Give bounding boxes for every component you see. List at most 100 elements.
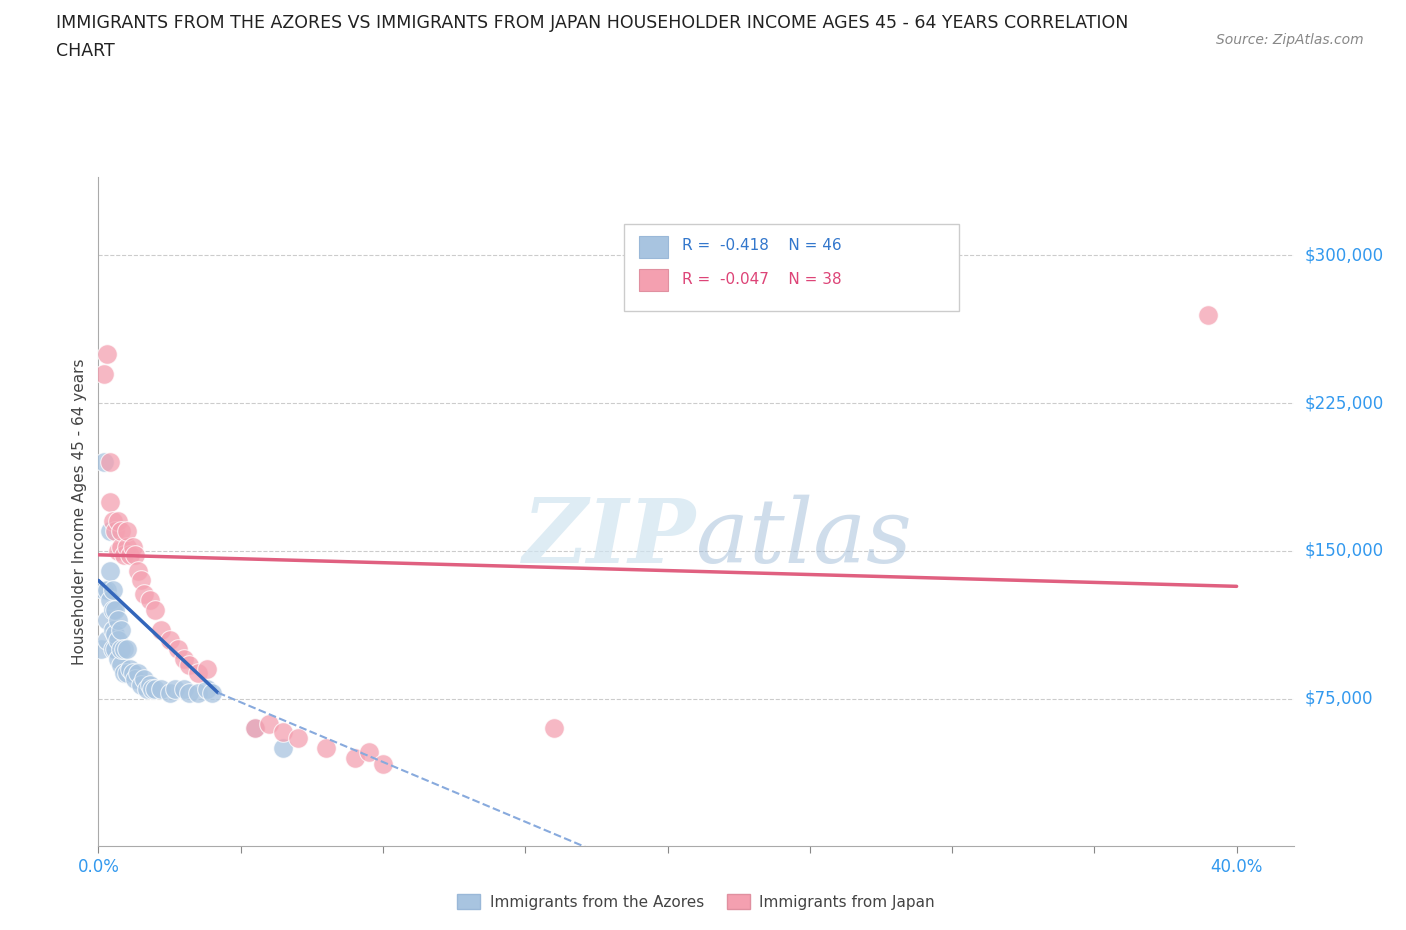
Point [115, 524, 138, 538]
Text: $150,000: $150,000 [1305, 542, 1384, 560]
Point [110, 539, 132, 554]
Point [101, 583, 124, 598]
Point [104, 524, 127, 538]
Point [118, 548, 141, 563]
Point [195, 661, 218, 676]
Point [273, 740, 295, 755]
Point [257, 717, 280, 732]
Point [90, 642, 112, 657]
Text: R =  -0.418    N = 46: R = -0.418 N = 46 [682, 238, 841, 253]
Point [138, 677, 160, 692]
Point [101, 642, 124, 657]
Point [135, 682, 157, 697]
Point [96, 347, 118, 362]
Text: ZIP: ZIP [523, 495, 696, 581]
Text: $225,000: $225,000 [1305, 394, 1384, 412]
Legend: Immigrants from the Azores, Immigrants from Japan: Immigrants from the Azores, Immigrants f… [451, 887, 941, 916]
Point [96, 583, 118, 598]
Point [115, 539, 138, 554]
Text: $300,000: $300,000 [1305, 246, 1384, 264]
Point [159, 685, 181, 700]
Point [129, 573, 152, 588]
Point [195, 682, 218, 697]
Point [115, 666, 138, 681]
Point [1197, 307, 1219, 322]
Point [173, 682, 195, 697]
Point [127, 564, 149, 578]
Point [112, 548, 135, 563]
Point [143, 682, 166, 697]
Point [107, 543, 129, 558]
Point [129, 677, 152, 692]
Point [110, 524, 132, 538]
Point [187, 666, 209, 681]
Bar [624, 223, 959, 311]
Point [121, 539, 143, 554]
Point [201, 685, 224, 700]
Point [96, 612, 118, 627]
Point [165, 682, 187, 697]
Point [124, 548, 146, 563]
Point [159, 632, 181, 647]
Point [179, 685, 201, 700]
Point [167, 642, 190, 657]
Text: $75,000: $75,000 [1305, 689, 1374, 708]
Point [315, 740, 337, 755]
Point [96, 632, 118, 647]
Point [243, 721, 266, 736]
Point [132, 587, 155, 602]
Point [141, 682, 163, 697]
Point [110, 622, 132, 637]
Point [150, 622, 173, 637]
Point [357, 744, 380, 759]
Point [107, 514, 129, 529]
Point [110, 658, 132, 672]
Point [110, 642, 132, 657]
Point [243, 721, 266, 736]
Point [343, 751, 366, 765]
Point [93, 583, 115, 598]
Point [98, 592, 121, 607]
Point [101, 514, 124, 529]
Point [104, 642, 127, 657]
Point [138, 592, 160, 607]
Point [112, 642, 135, 657]
Text: IMMIGRANTS FROM THE AZORES VS IMMIGRANTS FROM JAPAN HOUSEHOLDER INCOME AGES 45 -: IMMIGRANTS FROM THE AZORES VS IMMIGRANTS… [56, 14, 1129, 32]
Point [287, 731, 309, 746]
Point [107, 632, 129, 647]
Point [173, 652, 195, 667]
Point [98, 524, 121, 538]
Text: R =  -0.047    N = 38: R = -0.047 N = 38 [682, 272, 841, 286]
Point [115, 642, 138, 657]
Bar [638, 235, 668, 258]
Point [112, 666, 135, 681]
Bar [638, 269, 668, 291]
Point [273, 724, 295, 739]
Point [124, 671, 146, 686]
Point [107, 612, 129, 627]
Point [104, 626, 127, 641]
Point [543, 721, 565, 736]
Point [101, 603, 124, 618]
Point [93, 366, 115, 381]
Text: Source: ZipAtlas.com: Source: ZipAtlas.com [1216, 33, 1364, 46]
Point [118, 661, 141, 676]
Point [179, 658, 201, 672]
Point [143, 603, 166, 618]
Text: atlas: atlas [696, 495, 911, 581]
Point [371, 756, 394, 771]
Point [98, 564, 121, 578]
Point [127, 666, 149, 681]
Point [150, 682, 173, 697]
Point [93, 455, 115, 470]
Point [121, 666, 143, 681]
Point [101, 622, 124, 637]
Y-axis label: Householder Income Ages 45 - 64 years: Householder Income Ages 45 - 64 years [72, 358, 87, 665]
Point [104, 603, 127, 618]
Point [132, 671, 155, 686]
Point [98, 494, 121, 509]
Text: CHART: CHART [56, 42, 115, 60]
Point [98, 455, 121, 470]
Point [107, 652, 129, 667]
Point [187, 685, 209, 700]
